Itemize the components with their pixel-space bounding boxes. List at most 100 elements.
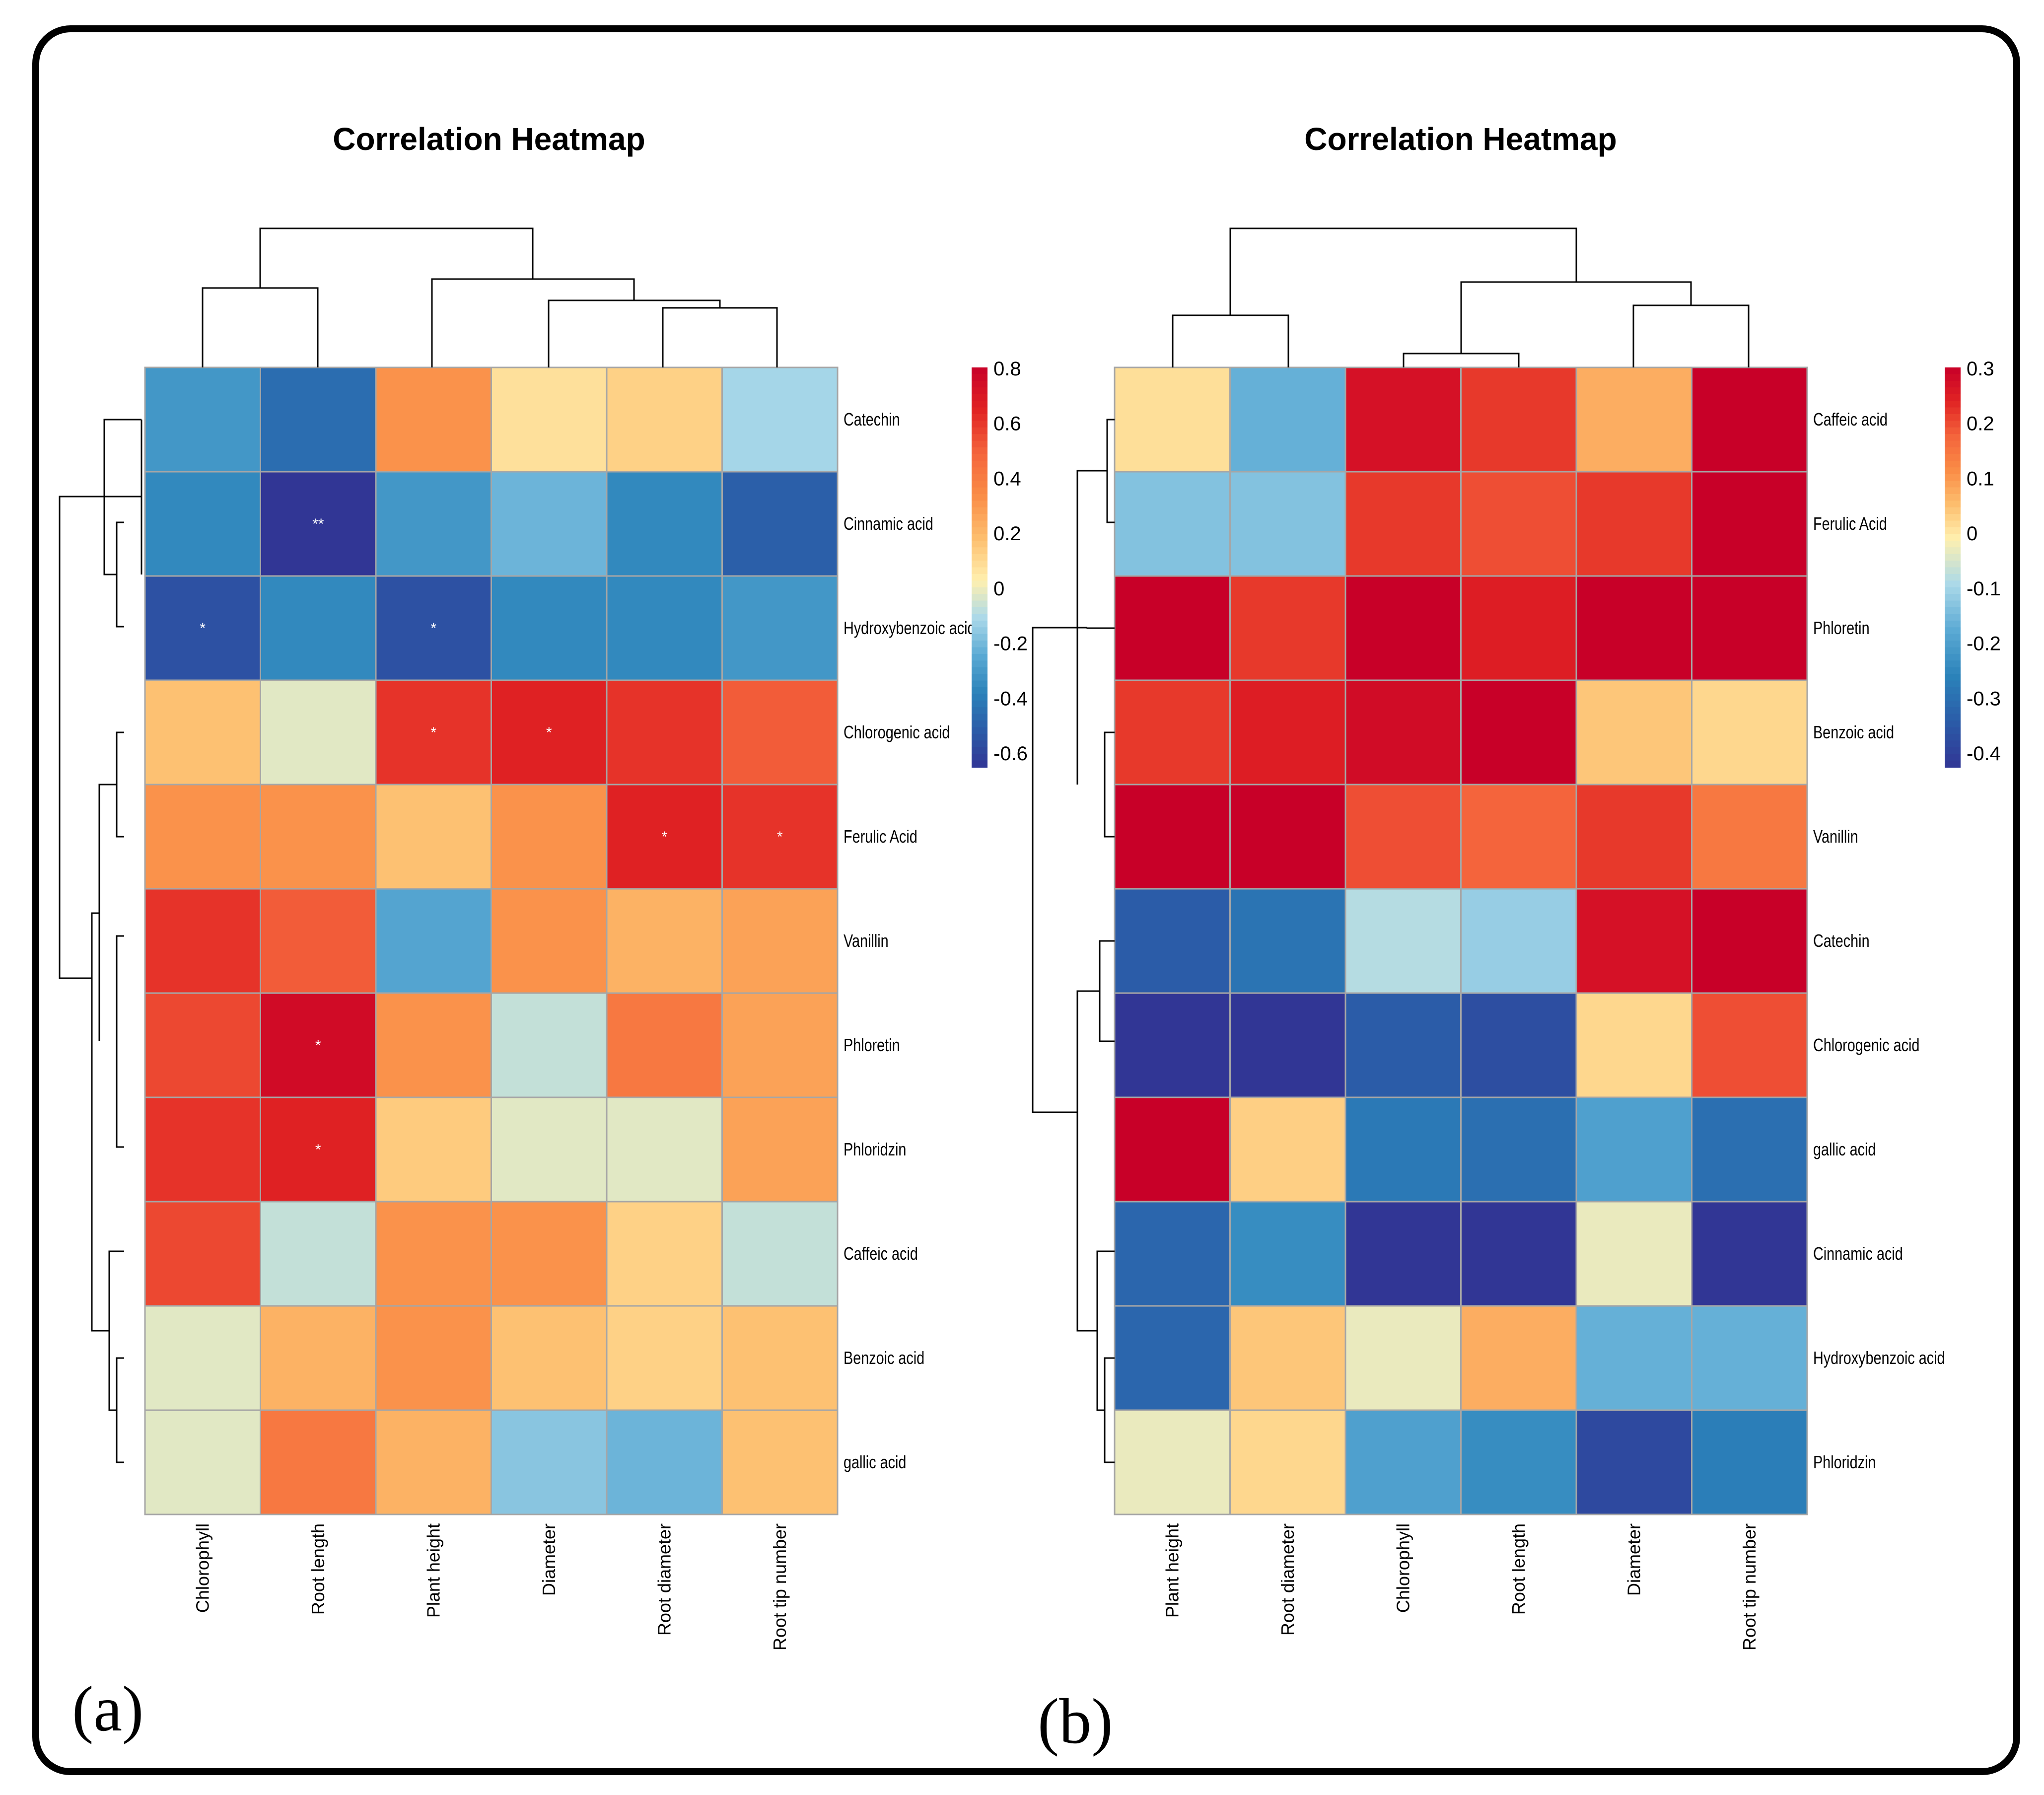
colorbar-tick-label: 0.3 xyxy=(1967,358,1994,380)
colorbar-segment xyxy=(1945,594,1961,601)
cell-gallic-acid-chlorophyll xyxy=(1344,1096,1462,1203)
colorbar-segment xyxy=(972,620,987,628)
row-label-caffeic-acid: Caffeic acid xyxy=(844,1243,918,1264)
colorbar-segment xyxy=(1945,707,1961,715)
cell-catechin-plant-height xyxy=(1114,888,1231,994)
row-label-chlorogenic-acid: Chlorogenic acid xyxy=(1813,1035,1919,1055)
cell-phloretin-diameter xyxy=(491,992,608,1098)
cell-caffeic-acid-chlorophyll xyxy=(1344,366,1462,473)
colorbar-segment xyxy=(972,474,987,482)
cell-benzoic-acid-root-tip-number xyxy=(1691,679,1808,786)
cell-benzoic-acid-root-tip-number xyxy=(721,1305,839,1411)
cell-gallic-acid-root-tip-number xyxy=(721,1409,839,1515)
cell-hydroxybenzoic-acid-root-diameter xyxy=(606,575,723,681)
colorbar-segment xyxy=(1945,447,1961,455)
colorbar-segment xyxy=(1945,634,1961,642)
colorbar-segment xyxy=(972,587,987,595)
colorbar-segment xyxy=(972,414,987,422)
column-label-root-diameter: Root diameter xyxy=(654,1523,674,1636)
column-dendrogram-b xyxy=(1172,227,1750,367)
colorbar-segment xyxy=(972,467,987,475)
significance-mark: * xyxy=(430,620,436,637)
column-label-plant-height: Plant height xyxy=(1162,1523,1182,1618)
colorbar-segment xyxy=(1945,600,1961,608)
colorbar-tick-label: 0.2 xyxy=(993,523,1021,545)
cell-chlorogenic-acid-root-tip-number xyxy=(721,679,839,786)
heatmap-panel-b: Correlation Heatmap Caffeic acid Ferulic … xyxy=(1032,121,2001,1757)
colorbar-segment xyxy=(972,401,987,408)
cell-chlorogenic-acid-root-tip-number xyxy=(1691,992,1808,1098)
colorbar-segment xyxy=(972,641,987,648)
cell-hydroxybenzoic-acid-root-length xyxy=(1460,1305,1577,1411)
column-label-root-tip-number: Root tip number xyxy=(1739,1523,1760,1651)
colorbar-segment xyxy=(972,600,987,608)
colorbar-segment xyxy=(972,507,987,515)
row-label-cinnamic-acid: Cinnamic acid xyxy=(1813,1243,1903,1264)
colorbar-segment xyxy=(1945,554,1961,562)
colorbar-segment xyxy=(972,667,987,675)
row-label-phloridzin: Phloridzin xyxy=(844,1139,906,1159)
colorbar-segment xyxy=(1945,714,1961,721)
colorbar-segment xyxy=(1945,427,1961,435)
row-labels-a: Catechin Cinnamic acid Hydroxybenzoic acid… xyxy=(844,409,976,1472)
cell-phloridzin-diameter xyxy=(491,1096,608,1203)
cell-catechin-root-diameter xyxy=(1229,888,1346,994)
cell-caffeic-acid-root-length xyxy=(1460,366,1577,473)
colorbar-segment xyxy=(1945,740,1961,748)
colorbar-segment xyxy=(972,520,987,528)
colorbar-segment xyxy=(972,394,987,402)
colorbar-segment xyxy=(1945,440,1961,448)
cell-hydroxybenzoic-acid-root-tip-number xyxy=(721,575,839,681)
cell-benzoic-acid-chlorophyll xyxy=(144,1305,261,1411)
colorbar-segment xyxy=(1945,687,1961,695)
cell-catechin-diameter xyxy=(491,366,608,473)
cell-catechin-diameter xyxy=(1575,888,1692,994)
panel-label-b: (b) xyxy=(1038,1686,1113,1757)
cell-benzoic-acid-diameter xyxy=(1575,679,1692,786)
colorbar-segment xyxy=(972,487,987,495)
colorbar-b: 0.3 0.2 0.1 0 -0.1 -0.2 -0.3 -0.4 xyxy=(1945,358,2001,768)
cell-phloridzin-root-length xyxy=(260,1096,377,1203)
cell-cinnamic-acid-root-tip-number xyxy=(1691,1201,1808,1307)
colorbar-segment xyxy=(1945,607,1961,615)
colorbar-segment xyxy=(1945,567,1961,574)
cell-phloridzin-chlorophyll xyxy=(1344,1409,1462,1515)
cell-hydroxybenzoic-acid-chlorophyll xyxy=(1344,1305,1462,1411)
cell-vanillin-chlorophyll xyxy=(144,888,261,994)
cell-phloridzin-root-length xyxy=(1460,1409,1577,1515)
cell-phloretin-chlorophyll xyxy=(1344,575,1462,681)
colorbar-segment xyxy=(1945,454,1961,461)
colorbar-segment xyxy=(972,733,987,741)
cell-catechin-chlorophyll xyxy=(144,366,261,473)
cell-cinnamic-acid-chlorophyll xyxy=(1344,1201,1462,1307)
colorbar-segment xyxy=(972,427,987,435)
row-label-phloridzin: Phloridzin xyxy=(1813,1452,1876,1472)
column-label-root-length: Root length xyxy=(1508,1523,1529,1615)
colorbar-segment xyxy=(1945,694,1961,701)
row-labels-b: Caffeic acid Ferulic Acid Phloretin Benzoic… xyxy=(1813,409,1945,1472)
column-labels-a: Chlorophyll Root length Plant height Diamet… xyxy=(192,1523,790,1651)
cell-benzoic-acid-plant-height xyxy=(375,1305,492,1411)
row-label-hydroxybenzoic-acid: Hydroxybenzoic acid xyxy=(1813,1348,1945,1368)
cell-vanillin-diameter xyxy=(491,888,608,994)
cell-phloretin-diameter xyxy=(1575,575,1692,681)
cell-vanillin-root-length xyxy=(1460,784,1577,890)
colorbar-tick-label: -0.2 xyxy=(1967,633,2001,655)
colorbar-segment xyxy=(972,607,987,615)
colorbar-segment xyxy=(1945,667,1961,675)
cell-chlorogenic-acid-chlorophyll xyxy=(1344,992,1462,1098)
colorbar-tick-label: -0.2 xyxy=(993,633,1028,655)
cell-phloretin-root-diameter xyxy=(1229,575,1346,681)
cell-chlorogenic-acid-root-length xyxy=(1460,992,1577,1098)
significance-mark: * xyxy=(315,1142,321,1158)
row-label-benzoic-acid: Benzoic acid xyxy=(1813,722,1894,742)
cell-phloridzin-root-tip-number xyxy=(721,1096,839,1203)
cell-gallic-acid-root-length xyxy=(260,1409,377,1515)
cell-ferulic-acid-root-diameter xyxy=(606,784,723,890)
colorbar-segment xyxy=(972,494,987,502)
colorbar-segment xyxy=(972,547,987,555)
cell-benzoic-acid-diameter xyxy=(491,1305,608,1411)
cell-caffeic-acid-root-diameter xyxy=(1229,366,1346,473)
cell-gallic-acid-chlorophyll xyxy=(144,1409,261,1515)
cell-gallic-acid-root-diameter xyxy=(1229,1096,1346,1203)
